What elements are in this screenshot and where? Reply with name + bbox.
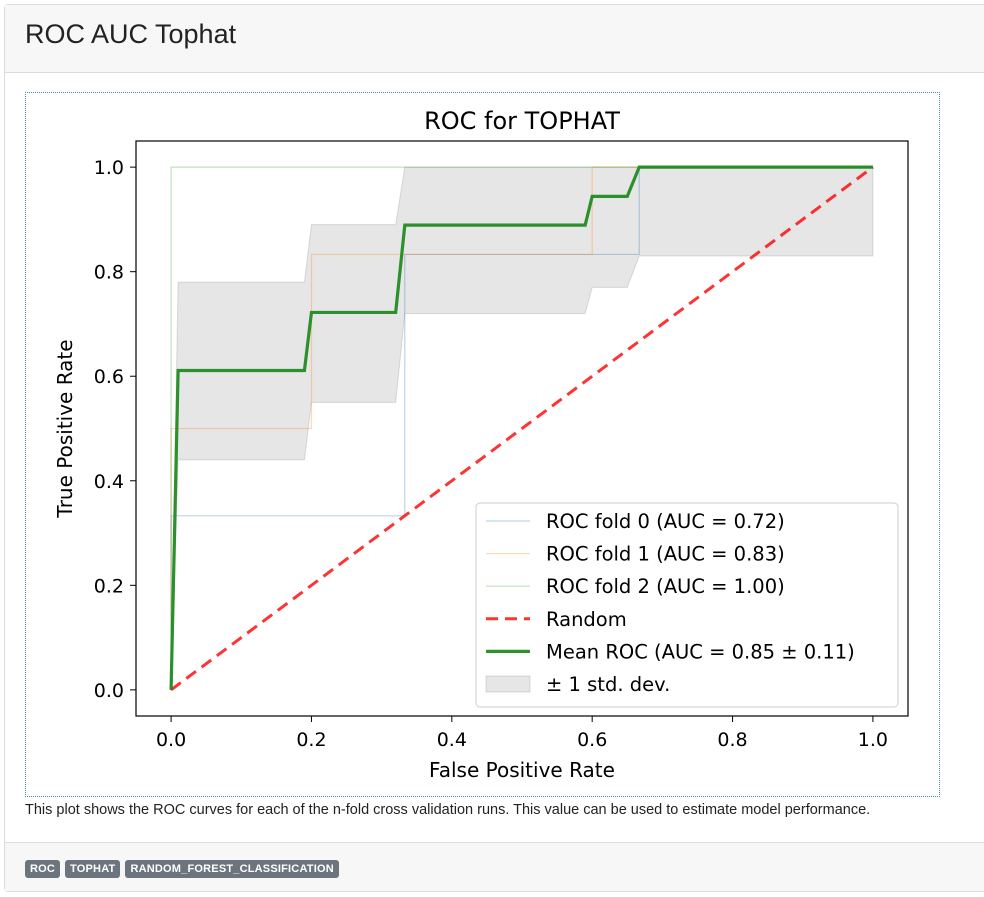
y-tick-label: 0.4: [94, 471, 124, 493]
roc-chart: 0.0 0.2 0.4 0.6 0.8 1.0 0.0 0.2 0.4 0.6 0.8 1.0 ROC…: [53, 107, 909, 782]
card-footer: ROC TOPHAT RANDOM_FOREST_CLASSIFICATION: [5, 842, 984, 891]
legend-label: ROC fold 0 (AUC = 0.72): [546, 510, 785, 533]
plot-frame: 0.0 0.2 0.4 0.6 0.8 1.0 0.0 0.2 0.4 0.6 0.8 1.0 ROC…: [25, 92, 940, 797]
x-tick-label: 0.4: [437, 729, 467, 751]
roc-fold-1-line: [170, 166, 873, 690]
legend-label: ± 1 std. dev.: [546, 673, 670, 696]
legend-swatch: [485, 675, 531, 693]
y-tick-label: 0.6: [94, 366, 124, 388]
legend-label: ROC fold 2 (AUC = 1.00): [546, 575, 785, 598]
std-dev-band: [170, 166, 874, 690]
y-tick-label: 0.2: [94, 575, 124, 597]
tag-badge[interactable]: RANDOM_FOREST_CLASSIFICATION: [125, 860, 339, 878]
y-axis-label: True Positive Rate: [53, 339, 77, 518]
x-tick-label: 0.0: [156, 729, 186, 751]
chart-title: ROC for TOPHAT: [424, 107, 620, 135]
y-tick-label: 0.0: [94, 680, 124, 702]
legend: ROC fold 0 (AUC = 0.72) ROC fold 1 (AUC =…: [475, 502, 899, 708]
plot-caption: This plot shows the ROC curves for each …: [25, 802, 871, 818]
page-title: ROC AUC Tophat: [25, 19, 237, 49]
y-tick-label: 0.8: [94, 262, 124, 284]
mean-roc-line: [169, 165, 873, 690]
x-tick-label: 0.8: [717, 729, 747, 751]
axes-frame: [135, 140, 909, 717]
tag-badge[interactable]: TOPHAT: [65, 860, 121, 878]
tag-list: ROC TOPHAT RANDOM_FOREST_CLASSIFICATION: [25, 860, 339, 878]
x-axis-label: False Positive Rate: [429, 758, 615, 782]
x-tick-label: 1.0: [858, 729, 888, 751]
legend-label: Mean ROC (AUC = 0.85 ± 0.11): [546, 640, 855, 663]
legend-label: ROC fold 1 (AUC = 0.83): [546, 543, 785, 566]
x-tick-label: 0.6: [577, 729, 607, 751]
roc-card: ROC AUC Tophat 0.0 0.2 0.4 0.6 0.8 1.0 0.0 0.2 0…: [4, 4, 984, 892]
y-tick-label: 1.0: [94, 157, 124, 179]
legend-box: [475, 502, 899, 708]
tag-badge[interactable]: ROC: [25, 860, 61, 878]
card-header: ROC AUC Tophat: [5, 5, 984, 73]
legend-label: Random: [546, 608, 627, 631]
random-line: [170, 165, 874, 692]
x-tick-label: 0.2: [296, 729, 326, 751]
